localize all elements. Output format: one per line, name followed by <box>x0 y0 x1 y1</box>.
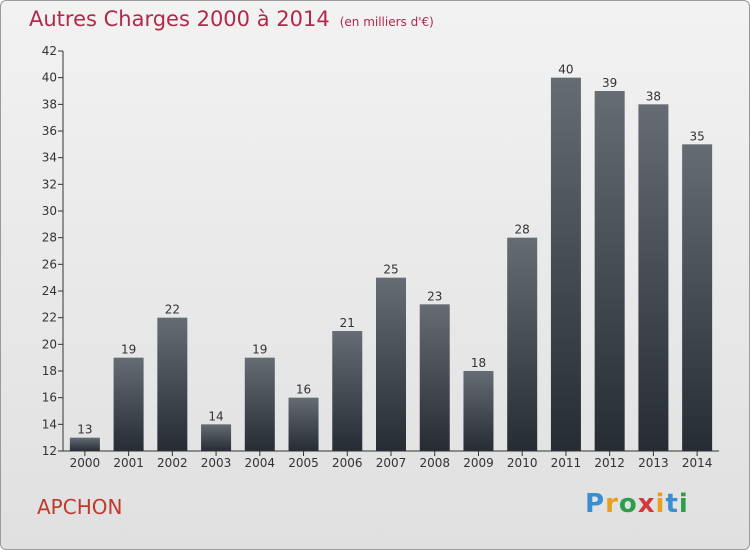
bar-value-label: 18 <box>471 356 486 370</box>
bar <box>463 371 494 451</box>
bar <box>157 317 188 451</box>
x-tick-label: 2005 <box>288 456 319 470</box>
x-axis: 2000 2001 2002 2003 2004 2005 2006 2007 2008 2009… <box>63 450 719 470</box>
y-tick-label: 12 <box>42 444 57 458</box>
x-tick-label: 2007 <box>376 456 407 470</box>
x-tick-label: 2008 <box>419 456 450 470</box>
bar-value-label: 21 <box>340 316 355 330</box>
y-tick-label: 16 <box>42 391 57 405</box>
bar-value-label: 16 <box>296 383 311 397</box>
chart-subtitle: (en milliers d'€) <box>339 15 434 29</box>
bar <box>419 304 450 451</box>
y-tick-label: 38 <box>42 97 57 111</box>
commune-name: APCHON <box>37 495 123 519</box>
x-tick-label: 2011 <box>551 456 582 470</box>
x-tick-label: 2001 <box>113 456 144 470</box>
y-tick-label: 22 <box>42 311 57 325</box>
bar-value-label: 25 <box>383 263 398 277</box>
bar <box>113 357 144 451</box>
x-tick-label: 2002 <box>157 456 188 470</box>
title-row: Autres Charges 2000 à 2014 (en milliers d… <box>29 7 434 31</box>
logo-letter: o <box>618 489 638 519</box>
bar <box>507 237 538 451</box>
x-tick-label: 2009 <box>463 456 494 470</box>
y-tick-label: 42 <box>42 44 57 58</box>
bar <box>376 277 406 451</box>
proxiti-logo[interactable]: Proxiti <box>585 489 689 519</box>
x-tick-label: 2010 <box>507 456 538 470</box>
y-tick-label: 14 <box>42 417 57 431</box>
bar-value-label: 13 <box>77 423 92 437</box>
y-tick-label: 32 <box>42 177 57 191</box>
x-tick-label: 2000 <box>70 456 101 470</box>
x-tick-label: 2006 <box>332 456 363 470</box>
x-tick-label: 2012 <box>594 456 625 470</box>
bar-value-label: 35 <box>689 129 704 143</box>
logo-letter: i <box>678 489 689 519</box>
bar <box>201 424 232 451</box>
y-tick-label: 20 <box>42 337 57 351</box>
bar-value-label: 19 <box>121 343 136 357</box>
bar <box>682 144 713 452</box>
logo-letter: t <box>665 489 679 519</box>
bar <box>288 397 319 451</box>
y-tick-label: 30 <box>42 204 57 218</box>
bar-value-label: 23 <box>427 289 442 303</box>
logo-letter: x <box>637 489 656 519</box>
y-tick-label: 18 <box>42 364 57 378</box>
bar <box>550 77 581 452</box>
bar <box>332 331 363 451</box>
bar-value-label: 39 <box>602 76 617 90</box>
y-axis: 12 14 16 18 20 22 24 26 28 30 32 34 36 38 40 42 <box>42 44 64 458</box>
logo-letter: P <box>585 489 606 519</box>
logo-letter: r <box>605 489 619 519</box>
bars: 13 19 22 14 19 16 21 25 23 18 28 40 39 38 35 <box>69 63 713 452</box>
bar <box>69 437 100 451</box>
x-tick-label: 2003 <box>201 456 232 470</box>
bar-value-label: 22 <box>165 303 180 317</box>
y-tick-label: 40 <box>42 71 57 85</box>
y-tick-label: 36 <box>42 124 57 138</box>
bar <box>638 104 669 451</box>
bar <box>594 91 625 451</box>
bar-value-label: 19 <box>252 343 267 357</box>
y-tick-label: 26 <box>42 257 57 271</box>
x-tick-label: 2004 <box>245 456 276 470</box>
y-tick-label: 34 <box>42 151 57 165</box>
bar-value-label: 38 <box>646 89 661 103</box>
chart-title: Autres Charges 2000 à 2014 <box>29 7 330 31</box>
y-tick-label: 28 <box>42 231 57 245</box>
x-tick-label: 2014 <box>682 456 713 470</box>
bar-value-label: 40 <box>558 63 573 77</box>
y-tick-label: 24 <box>42 284 57 298</box>
bar-value-label: 14 <box>208 409 223 423</box>
bar-value-label: 28 <box>515 223 530 237</box>
bar <box>244 357 275 451</box>
logo-letter: i <box>655 489 666 519</box>
x-tick-label: 2013 <box>638 456 669 470</box>
